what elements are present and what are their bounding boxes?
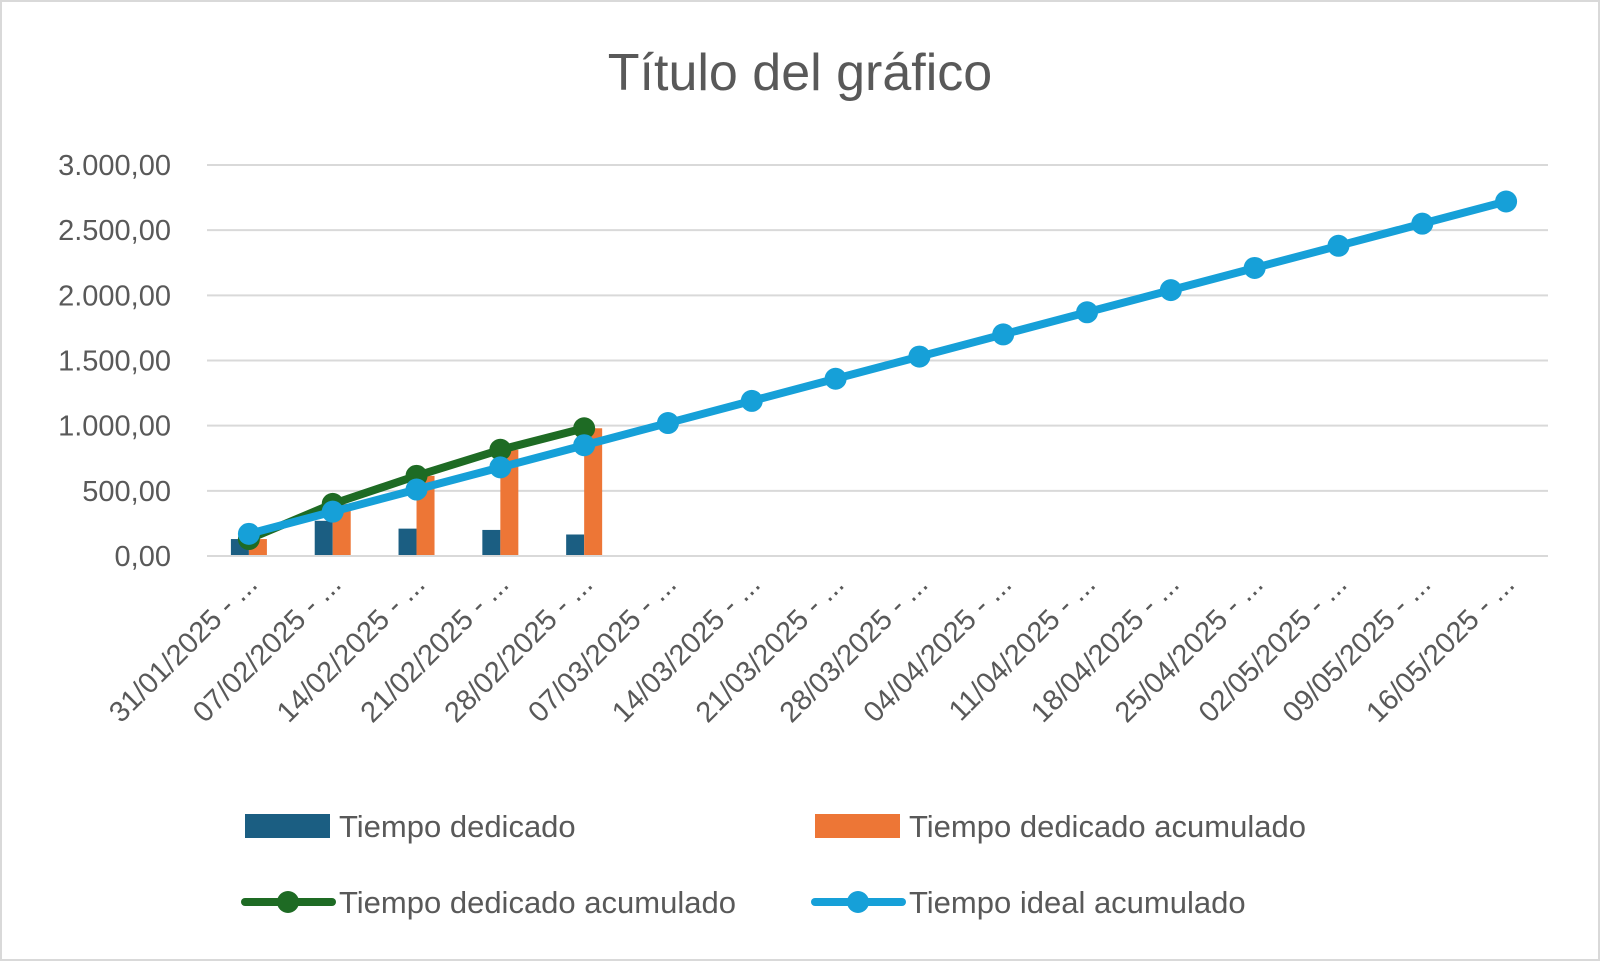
line-point [992,323,1015,346]
line-point [908,345,931,368]
legend-label: Tiempo dedicado [339,809,576,844]
x-tick-label: 02/05/2025 - ... [1193,568,1354,729]
bar [398,528,417,556]
y-tick-label: 2.500,00 [58,215,171,247]
line-point [237,522,260,545]
x-tick-label: 21/02/2025 - ... [355,568,516,729]
x-tick-label: 16/05/2025 - ... [1360,568,1521,729]
y-tick-label: 500,00 [82,476,171,508]
x-tick-label: 14/03/2025 - ... [606,568,767,729]
x-tick-label: 28/03/2025 - ... [774,568,935,729]
line-point [321,500,344,523]
legend-swatch [245,814,330,838]
legend-label: Tiempo ideal acumulado [909,885,1246,920]
x-tick-label: 25/04/2025 - ... [1109,568,1270,729]
bar [482,529,501,556]
legend-marker [277,891,299,913]
x-tick-label: 18/04/2025 - ... [1025,568,1186,729]
line-point [489,456,512,479]
x-tick-label: 21/03/2025 - ... [690,568,851,729]
y-tick-label: 3.000,00 [58,150,171,182]
line-point [1159,279,1182,302]
bar [314,520,333,556]
line-point [1495,190,1518,213]
y-tick-label: 2.000,00 [58,280,171,312]
series-line [244,197,1511,538]
line-point [573,417,596,440]
x-tick-label: 11/04/2025 - ... [943,568,1102,727]
legend: Tiempo dedicado Tiempo dedicado acumulado… [241,809,1306,920]
bar [584,428,603,556]
y-tick-label: 1.000,00 [58,411,171,443]
line-point [1243,256,1266,279]
legend-label: Tiempo dedicado acumulado [339,885,736,920]
line-point [573,434,596,457]
grid-layer [207,164,1548,492]
line-point [1327,234,1350,257]
line-point [405,478,428,501]
x-tick-label: 07/02/2025 - ... [187,568,348,729]
legend-marker [847,891,869,913]
y-tick-label: 1.500,00 [58,346,171,378]
legend-label: Tiempo dedicado acumulado [909,809,1306,844]
line-point [824,367,847,390]
bar [566,534,585,556]
x-axis-labels: 31/01/2025 - ...07/02/2025 - ...14/02/20… [103,568,1521,729]
line-point [656,412,679,435]
y-tick-label: 0,00 [115,541,171,573]
x-tick-label: 28/02/2025 - ... [439,568,600,729]
y-axis-labels: 0,00 500,00 1.000,00 1.500,00 2.000,00 2.500,… [58,150,171,573]
line-point [1411,212,1434,235]
x-tick-label: 07/03/2025 - ... [522,568,683,729]
legend-swatch [815,814,900,838]
line-point [740,389,763,412]
x-tick-label: 31/01/2025 - ... [103,568,264,729]
chart-title: Título del gráfico [608,44,992,102]
x-tick-label: 04/04/2025 - ... [858,568,1019,729]
x-tick-label: 09/05/2025 - ... [1277,568,1438,729]
x-tick-label: 14/02/2025 - ... [271,568,432,729]
line-point [1076,301,1099,324]
line-layer [237,190,1518,551]
line-point [489,438,512,461]
